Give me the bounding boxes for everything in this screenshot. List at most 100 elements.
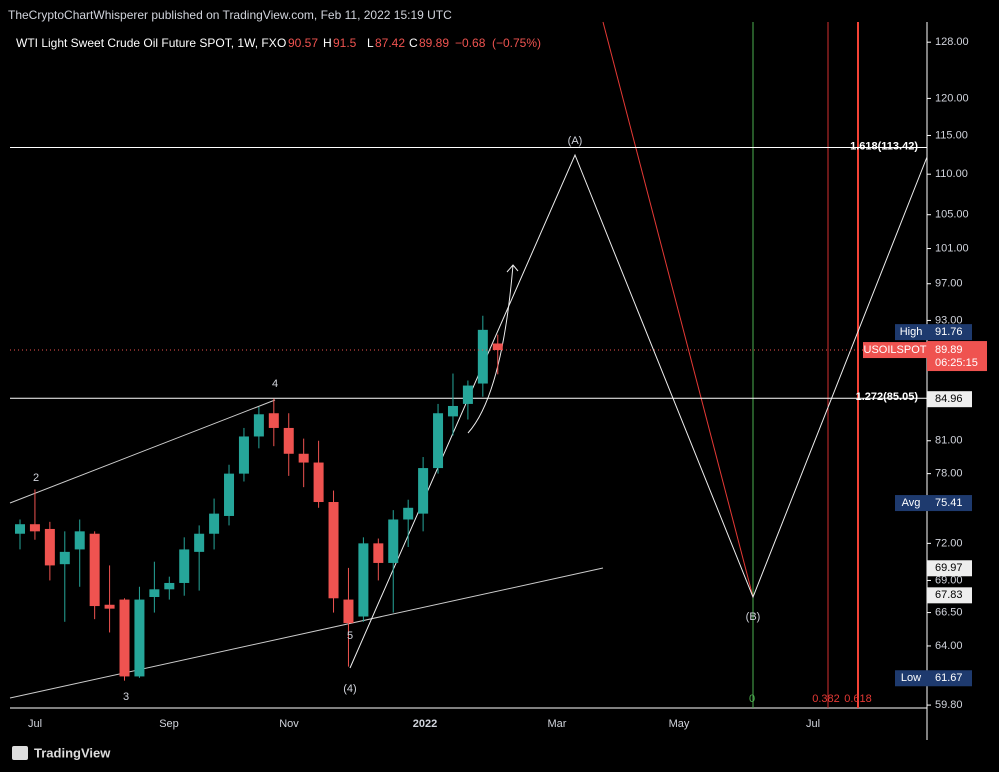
stat-tag: [895, 670, 927, 687]
candle-body: [343, 599, 354, 624]
y-tick-label: 78.00: [935, 468, 963, 480]
y-tick-label: 93.00: [935, 314, 963, 326]
level-tag-value: 69.97: [935, 562, 963, 574]
stat-tag-value: 75.41: [935, 497, 963, 509]
y-tick-label: 105.00: [935, 209, 969, 221]
candle-body: [29, 524, 40, 532]
stat-tag: [895, 324, 927, 341]
x-tick-label: Mar: [548, 718, 567, 730]
candle-body: [433, 413, 444, 469]
y-tick-label: 72.00: [935, 537, 963, 549]
wave-label: 5: [347, 630, 353, 642]
stat-tag-label: Low: [901, 672, 921, 684]
x-tick-label: Jul: [28, 718, 42, 730]
level-tag: [927, 560, 972, 577]
candle-body: [403, 507, 414, 520]
ohlc-value: 91.5: [333, 36, 357, 50]
candle-body: [164, 582, 175, 590]
fib-time-label: 0: [749, 693, 755, 705]
fib-time-label: 0.382: [812, 693, 840, 705]
candle-body: [59, 551, 70, 565]
candle-body: [224, 473, 235, 516]
candle-body: [44, 528, 55, 566]
candle-body: [15, 524, 25, 534]
change-pct: (−0.75%): [492, 36, 541, 50]
x-tick-label: May: [669, 718, 690, 730]
wave-projection: [349, 153, 928, 669]
candle-body: [373, 543, 384, 563]
fib-level-label: 1.272(85.05): [856, 391, 919, 403]
y-tick-label: 59.80: [935, 699, 963, 711]
candle-body: [388, 519, 399, 563]
brand[interactable]: TradingView: [34, 745, 111, 760]
stat-tag-label: Avg: [902, 497, 921, 509]
y-tick-label: 69.00: [935, 574, 963, 586]
price-tag-value: 89.89: [935, 344, 963, 356]
ohlc-value: 89.89: [419, 36, 449, 50]
candle-body: [477, 329, 488, 384]
candle-body: [119, 599, 130, 677]
candle-body: [298, 453, 309, 463]
candle-body: [104, 604, 115, 609]
candle-body: [328, 502, 339, 599]
wave-label: 2: [33, 472, 39, 484]
stat-tag-box: [927, 495, 972, 512]
candle-body: [134, 599, 145, 677]
candle-body: [209, 513, 220, 534]
stat-tag-box: [927, 324, 972, 341]
symbol-tag-label: USOILSPOT: [864, 344, 927, 356]
stat-tag-box: [927, 670, 972, 687]
stat-tag: [895, 495, 927, 512]
ohlc-key: C: [409, 36, 418, 50]
candle-body: [313, 462, 324, 503]
level-tag: [927, 587, 972, 604]
y-tick-label: 97.00: [935, 278, 963, 290]
level-tag: [927, 391, 972, 408]
level-tag-value: 67.83: [935, 589, 963, 601]
y-tick-label: 64.00: [935, 640, 963, 652]
candle-body: [238, 436, 249, 474]
y-tick-label: 128.00: [935, 36, 969, 48]
trend-line: [9, 567, 604, 699]
ohlc-value: 87.42: [375, 36, 405, 50]
wave-label: (B): [746, 611, 761, 623]
change: −0.68: [455, 36, 486, 50]
countdown: 06:25:15: [935, 357, 978, 369]
wave-label: (4): [343, 683, 356, 695]
y-tick-label: 120.00: [935, 92, 969, 104]
candle-body: [74, 531, 85, 550]
candle-body: [447, 405, 458, 417]
symbol-tag: [863, 342, 927, 359]
candle-body: [149, 589, 160, 597]
x-tick-label: Jul: [806, 718, 820, 730]
ohlc-key: O: [277, 36, 286, 50]
level-tag-value: 84.96: [935, 393, 963, 405]
candle-body: [268, 413, 279, 428]
candle-body: [358, 543, 369, 617]
x-tick-label: 2022: [413, 718, 437, 730]
arrow-curve: [467, 264, 519, 434]
ohlc-value: 90.57: [288, 36, 318, 50]
candle-body: [194, 533, 205, 552]
y-tick-label: 66.50: [935, 606, 963, 618]
trend-line: [9, 399, 276, 504]
candle-body: [89, 533, 100, 607]
candle-body: [283, 427, 294, 454]
candle-body: [179, 549, 190, 583]
publish-info: TheCryptoChartWhisperer published on Tra…: [8, 8, 452, 22]
wave-label: 4: [272, 378, 278, 390]
wave-label: 3: [123, 691, 129, 703]
y-tick-label: 115.00: [935, 129, 968, 141]
stat-tag-label: High: [900, 326, 923, 338]
candle-body: [253, 414, 264, 437]
wave-label: (A): [568, 135, 583, 147]
candle-body: [418, 468, 429, 514]
x-tick-label: Nov: [279, 718, 299, 730]
y-tick-label: 110.00: [935, 168, 968, 180]
stat-tag-value: 61.67: [935, 672, 963, 684]
y-tick-label: 101.00: [935, 242, 969, 254]
ohlc-key: L: [367, 36, 374, 50]
fib-level-label: 1.618(113.42): [850, 140, 918, 152]
